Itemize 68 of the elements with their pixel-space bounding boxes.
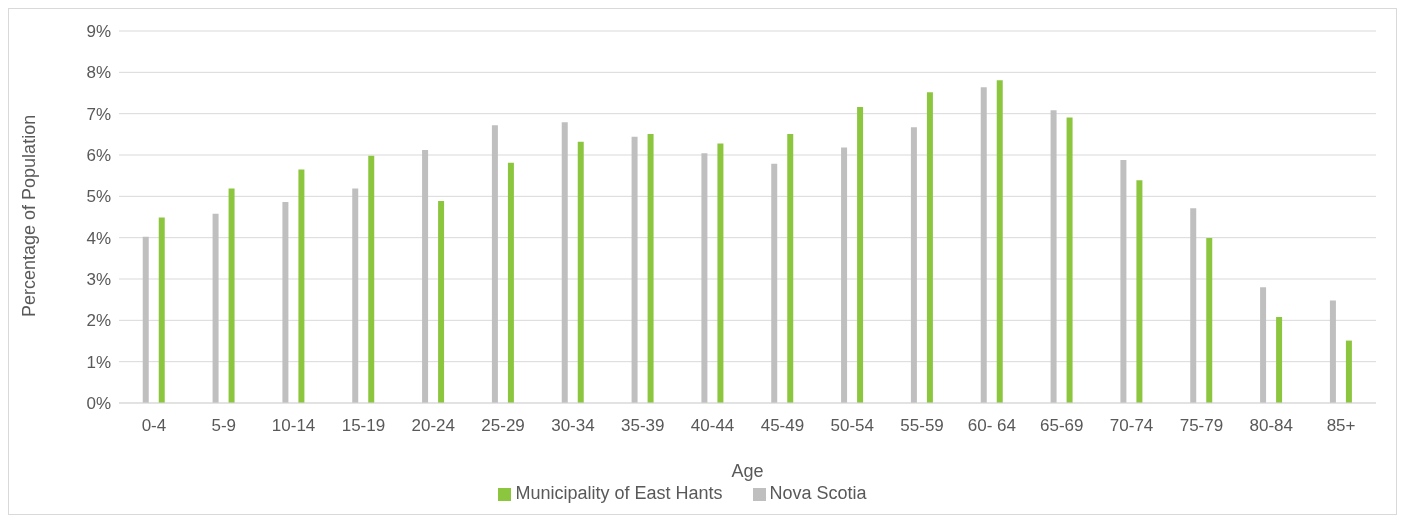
bar: [910, 127, 917, 403]
bar: [142, 236, 149, 403]
y-tick-label: 5%: [86, 187, 111, 207]
y-tick-label: 1%: [86, 352, 111, 372]
x-tick-label: 15-19: [341, 416, 386, 436]
bar: [577, 141, 584, 403]
bar: [787, 133, 794, 403]
x-axis-title: Age: [731, 461, 764, 481]
x-tick-label: 55-59: [900, 416, 944, 436]
bar: [1050, 110, 1057, 403]
x-tick-label: 10-14: [271, 416, 316, 436]
bar: [282, 202, 289, 403]
bar: [857, 107, 864, 403]
bar: [1345, 340, 1352, 403]
x-tick-label: 70-74: [1109, 416, 1154, 436]
x-tick-label: 75-79: [1179, 416, 1224, 436]
bar: [647, 133, 654, 403]
bar: [1066, 117, 1073, 403]
bar: [717, 143, 724, 403]
y-tick-label: 9%: [86, 22, 111, 42]
x-tick-label: 80-84: [1249, 416, 1293, 436]
x-tick-label: 85+: [1326, 416, 1356, 436]
bar: [298, 169, 305, 403]
bar: [368, 155, 375, 403]
bar: [1206, 238, 1213, 403]
bar: [158, 217, 165, 403]
x-tick-label: 35-39: [621, 416, 665, 436]
x-tick-label: 30-34: [551, 416, 595, 436]
bar: [1276, 317, 1283, 403]
bar: [352, 188, 359, 403]
x-tick-label: 50-54: [830, 416, 874, 436]
bar: [1260, 287, 1267, 403]
y-tick-label: 6%: [86, 146, 111, 166]
bar: [422, 150, 429, 403]
bar: [507, 162, 514, 403]
x-tick-label: 20-24: [411, 416, 455, 436]
x-tick-label: 25-29: [481, 416, 525, 436]
y-tick-label: 3%: [86, 270, 111, 290]
y-tick-label: 8%: [86, 63, 111, 83]
bar: [1190, 208, 1197, 403]
bar: [561, 122, 568, 403]
x-tick-label: 40-44: [690, 416, 735, 436]
x-tick-label: 60- 64: [967, 416, 1017, 436]
legend-label: Municipality of East Hants: [515, 483, 723, 503]
bar: [771, 163, 778, 403]
y-axis-title: Percentage of Population: [19, 114, 40, 317]
x-tick-label: 0-4: [141, 416, 167, 436]
bar: [228, 188, 235, 403]
bar: [212, 213, 219, 403]
bar: [926, 92, 933, 403]
y-tick-label: 4%: [86, 228, 111, 248]
bar: [491, 125, 498, 403]
bar: [1329, 300, 1336, 403]
bar: [631, 136, 638, 403]
bar: [1136, 180, 1143, 403]
y-tick-label: 2%: [86, 311, 111, 331]
y-tick-label: 0%: [86, 394, 111, 414]
legend-label: Nova Scotia: [769, 483, 867, 503]
bar: [438, 200, 445, 403]
x-tick-label: 65-69: [1040, 416, 1084, 436]
bar: [1120, 159, 1127, 403]
bar: [980, 87, 987, 403]
x-tick-label: 5-9: [211, 416, 237, 436]
x-tick-label: 45-49: [760, 416, 805, 436]
bar: [996, 80, 1003, 403]
bar: [841, 147, 848, 403]
y-tick-label: 7%: [86, 104, 111, 124]
bar: [701, 153, 708, 403]
